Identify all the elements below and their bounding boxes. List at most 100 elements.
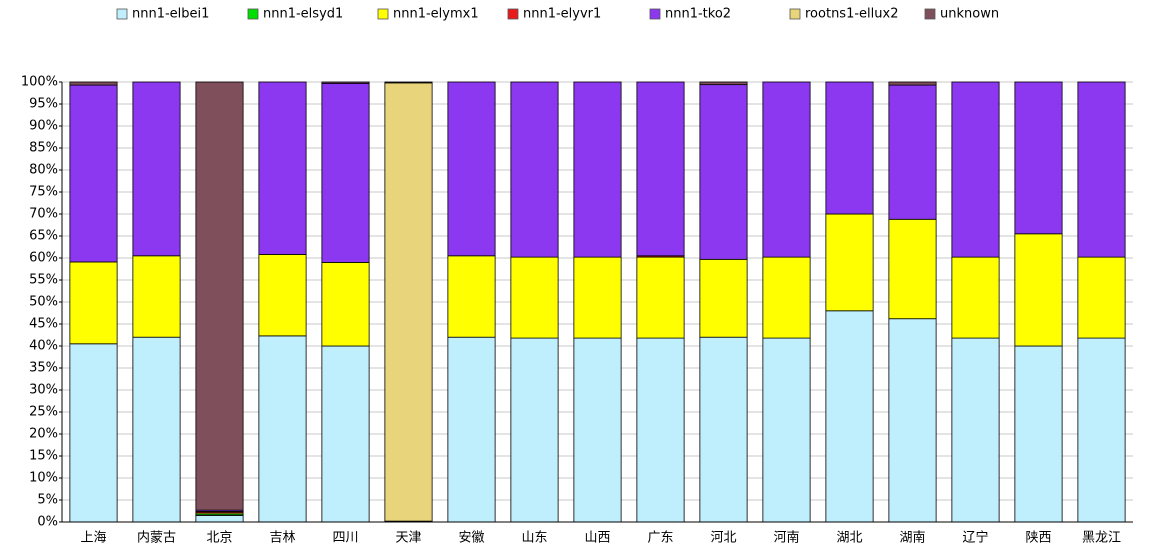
bar-segment (1014, 81, 1063, 235)
x-tick-label: 河南 (773, 530, 799, 546)
y-tick-label: 70% (29, 207, 58, 222)
bar-segment (573, 81, 622, 258)
y-tick-label: 50% (29, 295, 58, 310)
legend-label: nnn1-tko2 (665, 7, 731, 22)
y-tick-label: 20% (29, 427, 58, 442)
bar-segment (636, 337, 685, 523)
bar-segment (384, 81, 433, 84)
bar-segment (762, 81, 811, 258)
y-tick-label: 40% (29, 339, 58, 354)
y-tick-label: 95% (29, 97, 58, 112)
bar-segment (321, 345, 370, 523)
y-tick-label: 100% (21, 75, 58, 90)
legend-label: nnn1-elbei1 (132, 7, 209, 22)
x-tick-label: 内蒙古 (137, 530, 176, 546)
bar-segment (825, 81, 874, 215)
x-tick-label: 安徽 (458, 531, 484, 546)
y-tick-label: 15% (29, 449, 58, 464)
bar-segment (888, 84, 937, 220)
bar-segment (951, 256, 1000, 339)
bar-segment (888, 218, 937, 320)
y-tick-label: 10% (29, 471, 58, 486)
y-tick-label: 0% (37, 515, 58, 530)
bar-segment (510, 337, 559, 523)
legend-swatch (789, 8, 801, 20)
legend-swatch (116, 8, 128, 20)
x-tick-label: 辽宁 (962, 530, 988, 546)
legend-swatch (507, 8, 519, 20)
legend-label: rootns1-ellux2 (805, 7, 898, 22)
bar-segment (1014, 233, 1063, 347)
y-tick-label: 90% (29, 119, 58, 134)
y-tick-label: 65% (29, 229, 58, 244)
bar-segment (132, 255, 181, 338)
bar-segment (69, 81, 118, 86)
y-tick-label: 35% (29, 361, 58, 376)
bar-segment (321, 261, 370, 347)
y-tick-label: 5% (37, 493, 58, 508)
bar-segment (888, 318, 937, 523)
legend-swatch (924, 8, 936, 20)
bar-segment (762, 337, 811, 523)
y-tick-label: 45% (29, 317, 58, 332)
bar-segment (69, 84, 118, 263)
x-tick-label: 陕西 (1025, 531, 1051, 546)
legend-swatch (247, 8, 259, 20)
bar-segment (69, 261, 118, 345)
y-tick-label: 60% (29, 251, 58, 266)
bar-segment (1077, 337, 1126, 523)
legend-swatch (649, 8, 661, 20)
x-tick-label: 广东 (647, 531, 673, 546)
bar-segment (699, 336, 748, 523)
bar-segment (258, 335, 307, 523)
y-tick-label: 25% (29, 405, 58, 420)
bar-segment (636, 256, 685, 339)
legend-label: nnn1-elsyd1 (263, 7, 343, 22)
x-tick-label: 天津 (395, 531, 421, 546)
bar-segment (132, 81, 181, 257)
bar-segment (573, 256, 622, 339)
bar-segment (951, 81, 1000, 258)
x-tick-label: 湖南 (899, 530, 925, 546)
bar-segment (762, 256, 811, 339)
bar-segment (258, 81, 307, 255)
bar-segment (447, 255, 496, 338)
bar-segment (447, 81, 496, 257)
legend-swatch (377, 8, 389, 20)
bar-segment (195, 515, 244, 523)
bar-segment (258, 254, 307, 337)
bar-segment (195, 81, 244, 511)
y-tick-label: 30% (29, 383, 58, 398)
x-tick-label: 河北 (710, 531, 736, 546)
bar-segment (1077, 81, 1126, 258)
y-tick-label: 85% (29, 141, 58, 156)
x-tick-label: 山西 (584, 531, 610, 546)
bar-segment (69, 343, 118, 523)
bar-segment (384, 82, 433, 522)
bar-segment (825, 213, 874, 312)
legend-label: unknown (940, 7, 999, 22)
y-tick-label: 75% (29, 185, 58, 200)
bar-segment (447, 336, 496, 523)
bar-segment (951, 337, 1000, 523)
bar-segment (1077, 256, 1126, 339)
x-tick-label: 上海 (80, 531, 106, 546)
x-tick-label: 四川 (332, 531, 358, 546)
bar-segment (321, 81, 370, 84)
bar-segment (699, 258, 748, 338)
x-tick-label: 湖北 (836, 531, 862, 546)
legend-label: nnn1-elymx1 (393, 7, 479, 22)
bar-segment (573, 337, 622, 523)
bar-segment (699, 81, 748, 86)
bar-segment (510, 81, 559, 258)
bar-segment (1014, 345, 1063, 523)
bar-segment (636, 81, 685, 257)
x-tick-label: 北京 (206, 531, 232, 546)
y-tick-label: 80% (29, 163, 58, 178)
x-tick-label: 吉林 (269, 531, 295, 546)
bar-segment (132, 336, 181, 523)
x-tick-label: 黑龙江 (1082, 531, 1121, 546)
bar-segment (510, 256, 559, 339)
bar-segment (699, 84, 748, 260)
